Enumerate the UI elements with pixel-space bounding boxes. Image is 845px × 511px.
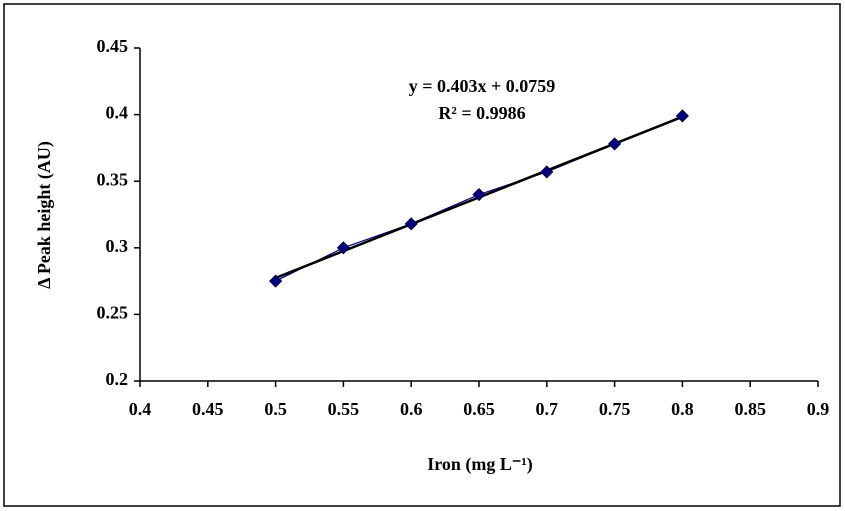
data-point [404,217,418,231]
x-tick-label: 0.5 [264,399,287,419]
y-tick-label: 0.4 [106,103,129,123]
y-tick-label: 0.35 [97,169,129,189]
data-point [540,165,554,179]
x-tick-label: 0.85 [734,399,766,419]
x-tick-label: 0.4 [129,399,152,419]
x-tick-label: 0.6 [400,399,423,419]
data-point [675,109,689,123]
chart-border [3,3,841,507]
equation: y = 0.403x + 0.0759 [409,76,556,96]
data-point [608,137,622,151]
data-point [472,187,486,202]
x-tick-label: 0.45 [192,399,224,419]
x-tick-label: 0.9 [807,399,830,419]
data-point [336,241,350,255]
x-tick-label: 0.75 [599,399,631,419]
x-tick-label: 0.7 [536,399,559,419]
y-tick-label: 0.25 [97,303,129,323]
y-axis-label: Δ Peak height (AU) [34,141,55,289]
y-tick-label: 0.3 [106,236,129,256]
y-tick-label: 0.45 [97,36,129,56]
r-squared: R² = 0.9986 [438,103,525,123]
x-tick-label: 0.65 [463,399,495,419]
y-tick-label: 0.2 [106,369,129,389]
x-tick-label: 0.55 [328,399,360,419]
x-tick-label: 0.8 [671,399,694,419]
data-point [269,274,283,288]
x-axis-label: Iron (mg L⁻¹) [427,454,533,475]
